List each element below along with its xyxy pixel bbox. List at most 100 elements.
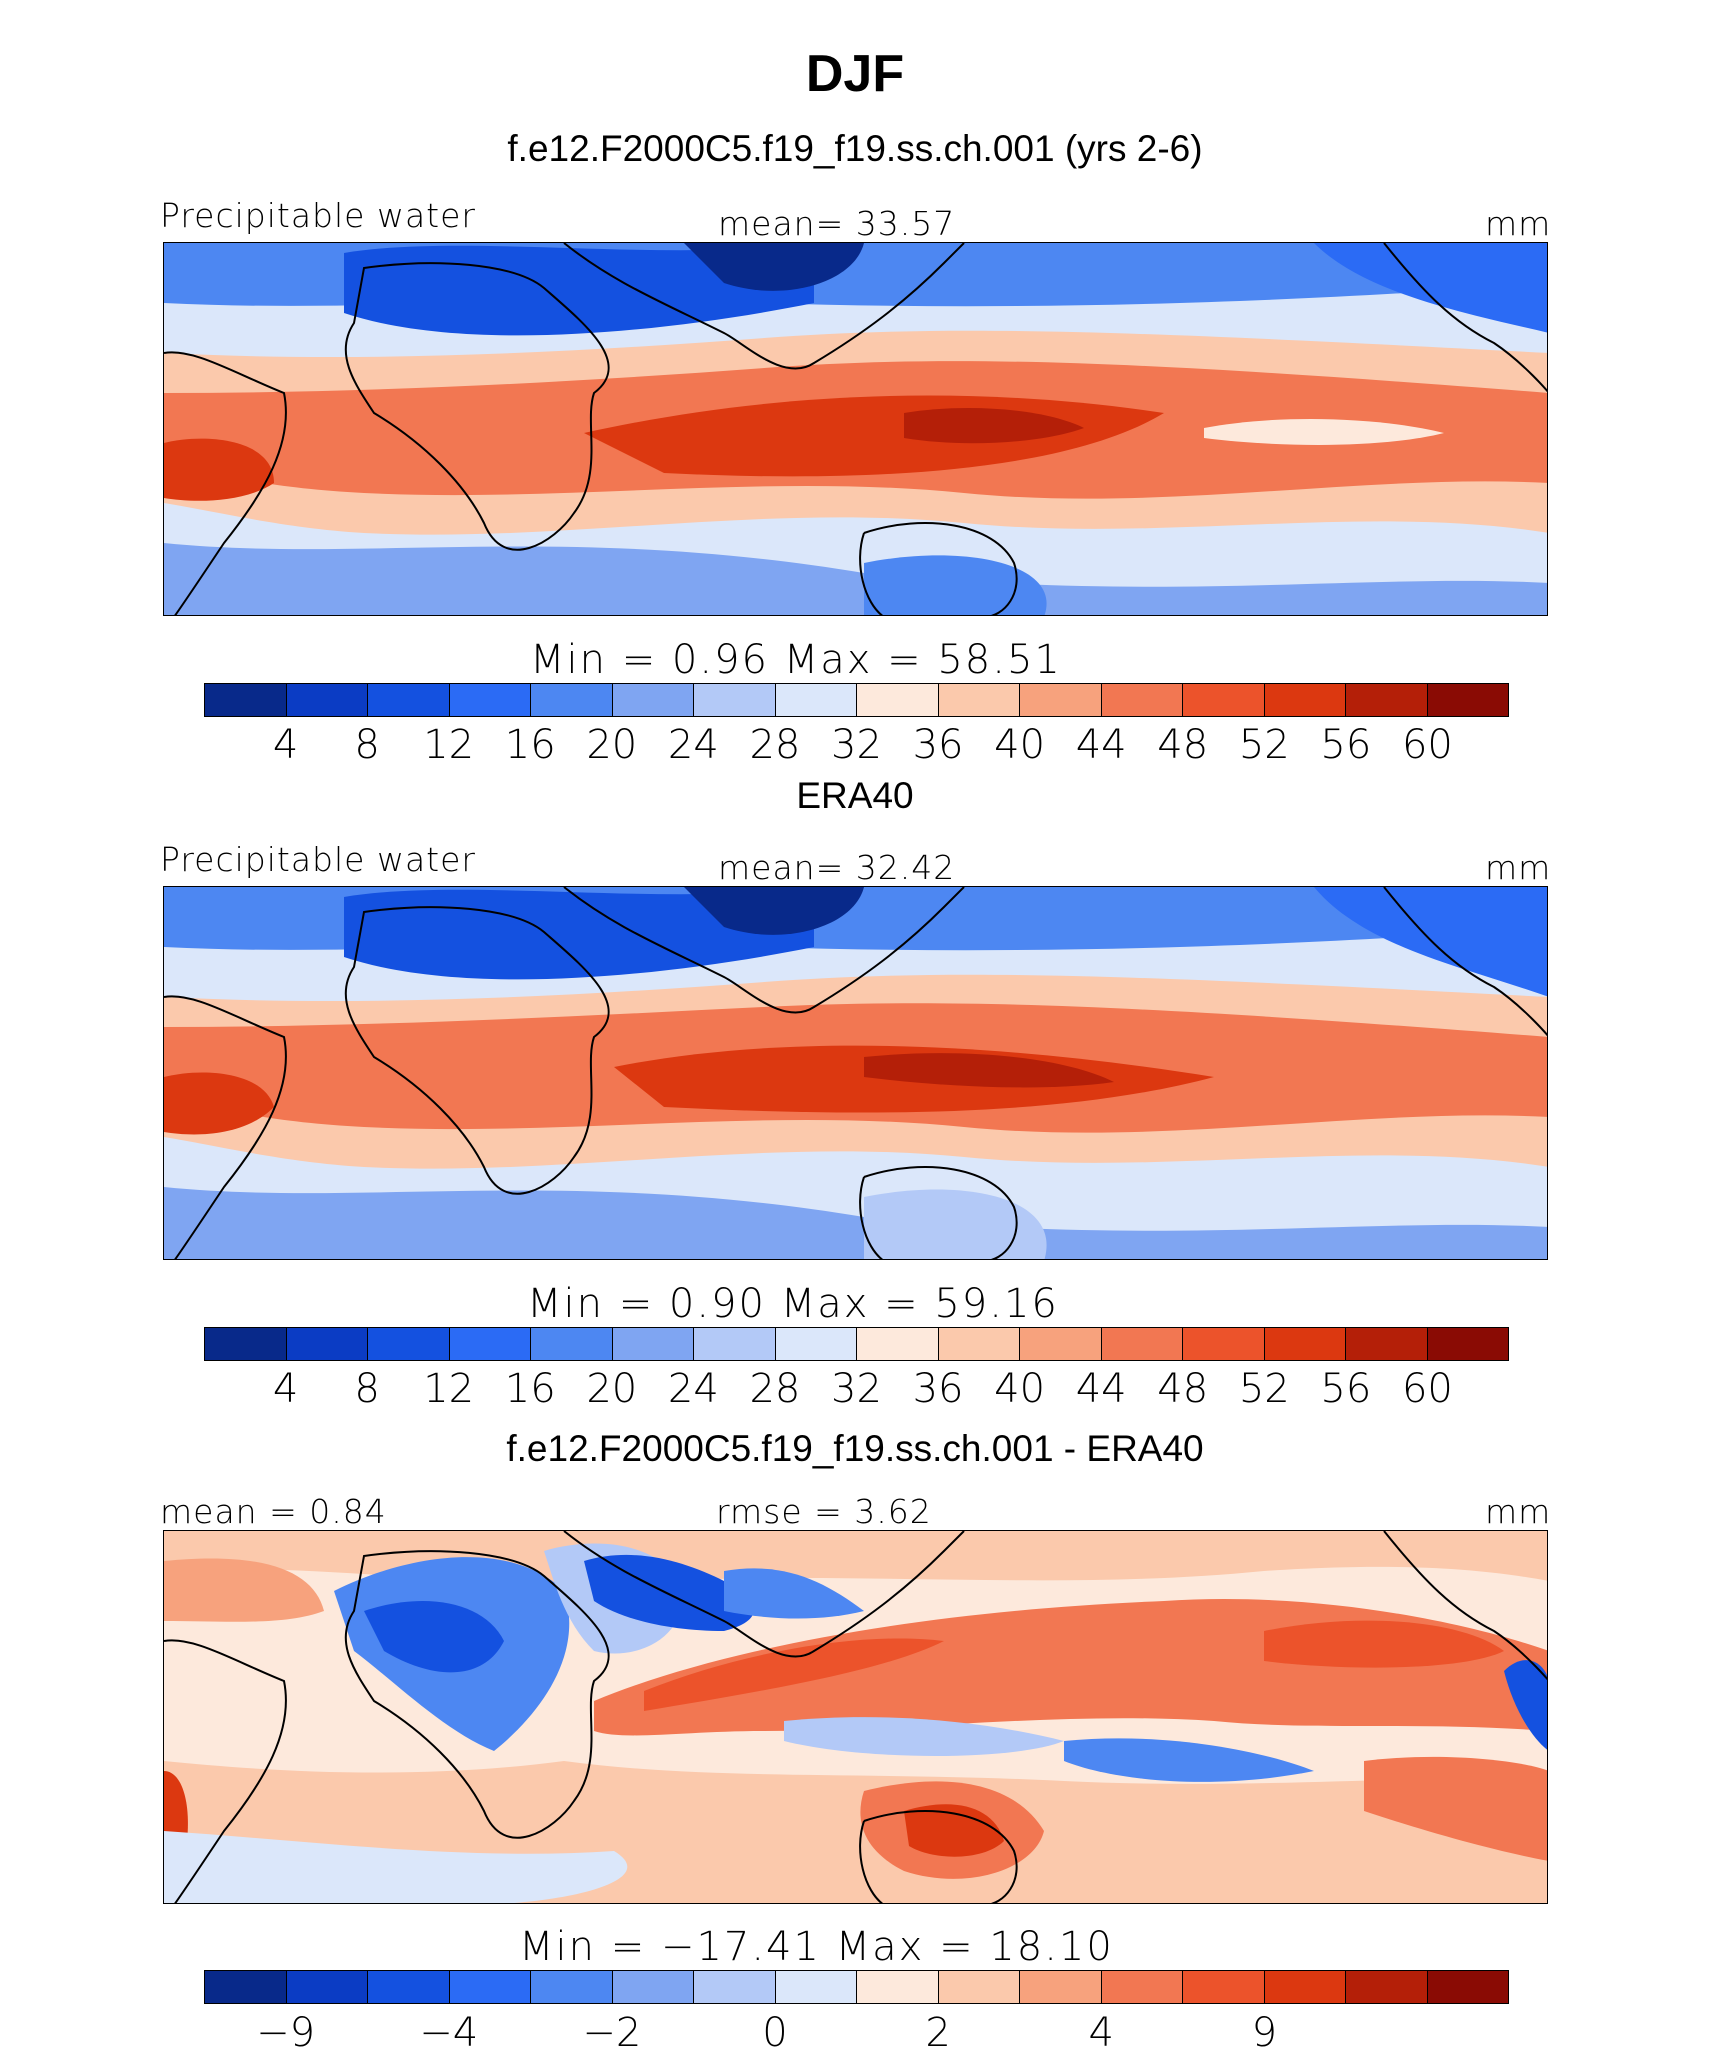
panel3-units-label: mm [1485, 1492, 1552, 1531]
colorbar-swatch [531, 1328, 613, 1360]
colorbar-swatch [1183, 1971, 1265, 2003]
panel3-mean-label: mean = 0.84 [160, 1492, 387, 1531]
panel3-rmse-label: rmse = 3.62 [716, 1492, 932, 1531]
colorbar-tick-label: −4 [419, 2010, 479, 2056]
colorbar-tick-label: 12 [423, 722, 475, 768]
panel2-subtitle: ERA40 [796, 775, 914, 816]
colorbar-tick-label: 8 [354, 1366, 380, 1412]
colorbar-swatch [1183, 1328, 1265, 1360]
colorbar-tick-label: −9 [256, 2010, 316, 2056]
colorbar-swatch [449, 684, 531, 716]
colorbar-swatch [1264, 1328, 1346, 1360]
colorbar-tick-label: 48 [1157, 1366, 1209, 1412]
colorbar-swatch [938, 1971, 1020, 2003]
panel1-colorbar [204, 683, 1509, 717]
colorbar-swatch [368, 684, 450, 716]
colorbar-swatch [1427, 1328, 1508, 1360]
panel1-mean-label: mean= 33.57 [718, 204, 956, 243]
panel2-colorbar [204, 1327, 1509, 1361]
colorbar-swatch [1346, 1328, 1428, 1360]
colorbar-swatch [938, 684, 1020, 716]
colorbar-swatch [286, 1328, 368, 1360]
colorbar-tick-label: 44 [1075, 722, 1127, 768]
panel2-units-label: mm [1485, 848, 1552, 887]
colorbar-tick-label: 56 [1320, 722, 1372, 768]
colorbar-tick-label: 28 [749, 722, 801, 768]
colorbar-tick-label: 48 [1157, 722, 1209, 768]
colorbar-tick-label: 28 [749, 1366, 801, 1412]
colorbar-swatch [205, 1328, 287, 1360]
colorbar-swatch [857, 1328, 939, 1360]
colorbar-tick-label: 60 [1401, 1366, 1453, 1412]
colorbar-tick-label: 52 [1238, 1366, 1290, 1412]
colorbar-swatch [1346, 684, 1428, 716]
colorbar-tick-label: 56 [1320, 1366, 1372, 1412]
colorbar-tick-label: 0 [762, 2010, 788, 2056]
colorbar-swatch [694, 1328, 776, 1360]
australia-outline-icon [859, 522, 1018, 615]
panel1-colorbar-ticks: 4 8 12 16 20 24 28 32 36 40 44 48 52 56 60 [0, 722, 1710, 772]
colorbar-swatch [775, 1328, 857, 1360]
colorbar-swatch [612, 1328, 694, 1360]
colorbar-swatch [449, 1971, 531, 2003]
colorbar-swatch [694, 684, 776, 716]
colorbar-swatch [1264, 684, 1346, 716]
colorbar-tick-label: 12 [423, 1366, 475, 1412]
panel2-minmax: Min = 0.90 Max = 59.16 [527, 1281, 1059, 1327]
panel1-contour-field [164, 243, 1547, 615]
colorbar-tick-label: 2 [925, 2010, 951, 2056]
colorbar-tick-label: 44 [1075, 1366, 1127, 1412]
south-america-outline-icon [164, 351, 287, 615]
colorbar-tick-label: 32 [831, 722, 882, 768]
panel3-colorbar [204, 1970, 1509, 2004]
colorbar-swatch [286, 1971, 368, 2003]
colorbar-swatch [1020, 1971, 1102, 2003]
colorbar-swatch [938, 1328, 1020, 1360]
panel2-variable-label: Precipitable water [160, 840, 476, 879]
panel2-contour-field [164, 887, 1547, 1259]
colorbar-swatch [1020, 684, 1102, 716]
colorbar-swatch [205, 684, 287, 716]
colorbar-swatch [531, 1971, 613, 2003]
colorbar-tick-label: 8 [354, 722, 380, 768]
colorbar-swatch [1101, 1971, 1183, 2003]
colorbar-swatch [1346, 1971, 1428, 2003]
panel3-map [163, 1530, 1548, 1904]
colorbar-swatch [531, 684, 613, 716]
colorbar-swatch [205, 1971, 287, 2003]
colorbar-swatch [1101, 684, 1183, 716]
panel1-variable-label: Precipitable water [160, 196, 476, 235]
colorbar-swatch [368, 1971, 450, 2003]
north-america-outline-icon [1383, 243, 1547, 393]
colorbar-tick-label: 36 [912, 722, 964, 768]
colorbar-tick-label: 20 [586, 1366, 638, 1412]
colorbar-tick-label: 4 [1088, 2010, 1114, 2056]
colorbar-tick-label: 24 [667, 1366, 719, 1412]
colorbar-tick-label: 9 [1251, 2010, 1278, 2056]
colorbar-tick-label: 20 [586, 722, 638, 768]
colorbar-swatch [286, 684, 368, 716]
panel3-difference-field [164, 1531, 1547, 1903]
colorbar-swatch [1427, 684, 1508, 716]
panel3-subtitle: f.e12.F2000C5.f19_f19.ss.ch.001 - ERA40 [506, 1428, 1204, 1469]
colorbar-swatch [1264, 1971, 1346, 2003]
colorbar-tick-label: 16 [504, 1366, 556, 1412]
colorbar-swatch [449, 1328, 531, 1360]
colorbar-tick-label: 52 [1238, 722, 1290, 768]
colorbar-swatch [612, 684, 694, 716]
colorbar-swatch [857, 1971, 939, 2003]
panel2-mean-label: mean= 32.42 [718, 848, 956, 887]
colorbar-swatch [775, 1971, 857, 2003]
colorbar-swatch [1101, 1328, 1183, 1360]
colorbar-tick-label: 40 [994, 1366, 1046, 1412]
panel1-map [163, 242, 1548, 616]
colorbar-tick-label: 4 [272, 722, 299, 768]
colorbar-tick-label: −2 [582, 2010, 642, 2056]
panel3-minmax: Min = −17.41 Max = 18.10 [519, 1924, 1114, 1970]
colorbar-tick-label: 32 [831, 1366, 882, 1412]
figure-title: DJF [805, 45, 905, 103]
panel1-minmax: Min = 0.96 Max = 58.51 [530, 637, 1062, 683]
colorbar-tick-label: 4 [272, 1366, 299, 1412]
panel1-units-label: mm [1485, 204, 1552, 243]
colorbar-swatch [775, 684, 857, 716]
